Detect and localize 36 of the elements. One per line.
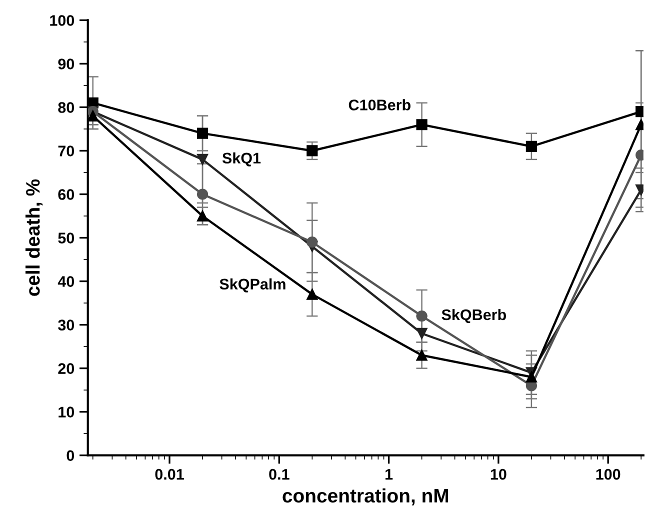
point xyxy=(196,210,208,222)
x-tick-label: 100 xyxy=(596,468,620,480)
y-tick-label: 60 xyxy=(58,189,74,200)
point xyxy=(306,236,318,248)
series-label: C10Berb xyxy=(348,99,410,110)
point xyxy=(196,154,208,165)
series-label: SkQBerb xyxy=(442,308,506,324)
point xyxy=(306,288,318,300)
y-tick-label: 70 xyxy=(58,146,74,156)
y-tick-label: 80 xyxy=(58,102,74,113)
point xyxy=(196,188,208,200)
point xyxy=(306,145,318,156)
point xyxy=(416,119,428,130)
y-tick-label: 30 xyxy=(58,320,74,330)
x-tick-label: 0.01 xyxy=(155,468,184,480)
point xyxy=(416,350,428,361)
y-tick-label: 10 xyxy=(58,406,74,418)
y-tick-label: 0 xyxy=(66,450,74,462)
y-tick-label: 90 xyxy=(58,58,74,70)
y-tick-label: 100 xyxy=(50,15,74,26)
point xyxy=(526,371,538,383)
point xyxy=(416,328,428,340)
y-axis-title: cell death, % xyxy=(25,179,43,296)
point xyxy=(196,128,208,139)
point xyxy=(88,110,98,122)
x-axis-title: concentration, nM xyxy=(282,488,448,506)
series-label: SkQPalm xyxy=(220,278,286,292)
x-tick-label: 10 xyxy=(490,468,506,480)
point xyxy=(416,310,428,322)
series-label: SkQ1 xyxy=(222,152,261,166)
point xyxy=(526,140,538,152)
x-tick-label: 0.1 xyxy=(269,468,290,480)
x-tick-label: 1 xyxy=(386,469,393,480)
y-tick-label: 20 xyxy=(58,363,74,374)
y-tick-label: 40 xyxy=(58,276,74,287)
y-tick-label: 50 xyxy=(58,232,74,244)
